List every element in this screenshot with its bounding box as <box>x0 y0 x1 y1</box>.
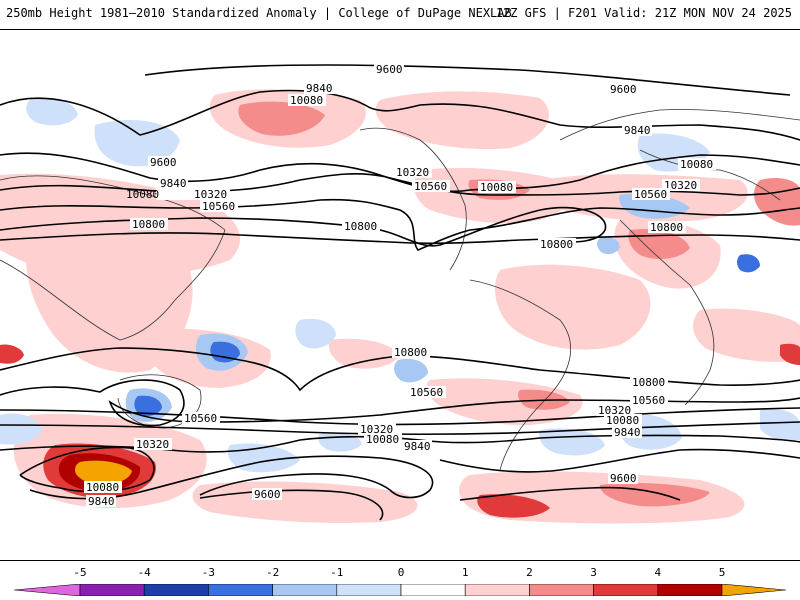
contour-label: 10080 <box>126 188 159 201</box>
contour-label: 9600 <box>376 63 403 76</box>
contour-label: 10800 <box>632 376 665 389</box>
colorbar: -5 -4 -3 -2 -1 0 1 2 3 4 5 <box>0 566 800 600</box>
contour-label: 10080 <box>290 94 323 107</box>
contour-label: 9840 <box>88 495 115 508</box>
colorbar-tick-label: 0 <box>397 566 405 579</box>
colorbar-segment <box>208 584 273 596</box>
colorbar-tick-label: 1 <box>461 566 469 579</box>
contour-label: 9600 <box>610 472 637 485</box>
contour-label: 10560 <box>410 386 443 399</box>
contour-label: 10560 <box>632 394 665 407</box>
colorbar-segment <box>529 584 594 596</box>
contour-label: 10320 <box>664 179 697 192</box>
colorbar-segment <box>336 584 402 596</box>
colorbar-tick-label: 3 <box>590 566 597 579</box>
colorbar-tick-label: -1 <box>330 566 344 579</box>
colorbar-segment <box>593 584 659 596</box>
colorbar-segment <box>721 584 786 596</box>
contour-label: 9600 <box>150 156 177 169</box>
contour-label: 9840 <box>624 124 651 137</box>
map-panel: 9600 9600 9840 9840 10080 9600 9840 1008… <box>0 29 800 561</box>
contour-label: 9840 <box>614 426 641 439</box>
colorbar-segment <box>464 584 530 596</box>
contour-label: 10320 <box>598 404 631 417</box>
contour-label: 10560 <box>184 412 217 425</box>
contour-label: 9840 <box>404 440 431 453</box>
colorbar-segment <box>400 584 466 596</box>
contour-label: 10320 <box>136 438 169 451</box>
colorbar-tick-label: -5 <box>73 566 87 579</box>
contour-label: 10560 <box>414 180 447 193</box>
contour-label: 10800 <box>132 218 165 231</box>
contour-label: 9840 <box>160 177 187 190</box>
colorbar-tick-label: 2 <box>526 566 533 579</box>
contour-label: 10800 <box>344 220 377 233</box>
contour-label: 10320 <box>194 188 227 201</box>
colorbar-segment <box>79 584 145 596</box>
contour-label: 10080 <box>480 181 513 194</box>
contour-label: 9600 <box>610 83 637 96</box>
contour-label: 10800 <box>394 346 427 359</box>
contour-labels: 9600 9600 9840 9840 10080 9600 9840 1008… <box>84 63 716 508</box>
colorbar-tick-label: -3 <box>201 566 216 579</box>
header: 250mb Height 1981–2010 Standardized Anom… <box>0 0 800 28</box>
colorbar-tick-label: 5 <box>718 566 726 579</box>
colorbar-tick-label: -2 <box>265 566 280 579</box>
colorbar-segment <box>272 584 338 596</box>
contour-label: 10080 <box>680 158 713 171</box>
colorbar-tick-label: 4 <box>654 566 662 579</box>
contour-label: 10080 <box>606 414 639 427</box>
contour-label: 10320 <box>396 166 429 179</box>
contour-label: 9600 <box>254 488 281 501</box>
colorbar-segment <box>657 584 723 596</box>
colorbar-segment <box>143 584 209 596</box>
coastlines <box>0 109 800 471</box>
run-info: 12Z GFS | F201 Valid: 21Z MON NOV 24 202… <box>495 6 792 20</box>
contour-label: 10800 <box>540 238 573 251</box>
contour-label: 10080 <box>366 433 399 446</box>
contour-label: 10320 <box>360 423 393 436</box>
contour-label: 9840 <box>306 82 333 95</box>
colorbar-scale <box>14 584 786 596</box>
height-contours <box>0 64 800 521</box>
anomaly-map: 9600 9600 9840 9840 10080 9600 9840 1008… <box>0 63 800 524</box>
colorbar-tick-label: -4 <box>137 566 151 579</box>
map-title: 250mb Height 1981–2010 Standardized Anom… <box>6 6 512 20</box>
contour-label: 10080 <box>86 481 119 494</box>
colorbar-segment <box>14 584 81 596</box>
contour-label: 10560 <box>634 188 667 201</box>
contour-label: 10800 <box>650 221 683 234</box>
contour-label: 10560 <box>202 200 235 213</box>
